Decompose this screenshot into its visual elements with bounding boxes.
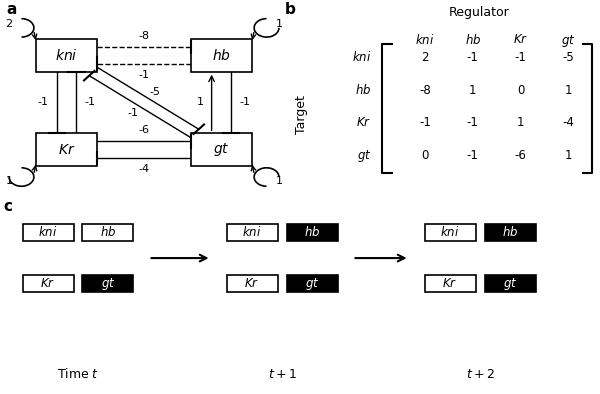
- Text: Target: Target: [295, 95, 308, 134]
- Text: -6: -6: [515, 149, 526, 162]
- Text: -1: -1: [85, 97, 95, 108]
- Bar: [287, 275, 337, 292]
- Text: $\it{hb}$: $\it{hb}$: [502, 225, 518, 240]
- Text: $\it{Kr}$: $\it{Kr}$: [356, 117, 371, 129]
- Bar: [227, 224, 277, 241]
- Bar: [82, 275, 133, 292]
- Text: $\it{kni}$: $\it{kni}$: [440, 225, 460, 240]
- Text: 1: 1: [275, 176, 283, 186]
- Text: 2: 2: [421, 51, 429, 64]
- Text: $\it{hb}$: $\it{hb}$: [464, 33, 481, 47]
- Text: $t + 1$: $t + 1$: [268, 368, 296, 381]
- Text: $\it{gt}$: $\it{gt}$: [305, 276, 319, 292]
- Text: b: b: [285, 2, 296, 17]
- Text: 1: 1: [517, 117, 524, 129]
- Text: $\it{hb}$: $\it{hb}$: [100, 225, 116, 240]
- Bar: [23, 275, 74, 292]
- Bar: [485, 224, 536, 241]
- Text: -4: -4: [562, 117, 574, 129]
- Text: $\it{Kr}$: $\it{Kr}$: [244, 277, 260, 290]
- Bar: [82, 224, 133, 241]
- Text: -1: -1: [127, 108, 138, 118]
- Text: -6: -6: [139, 125, 149, 135]
- Bar: [37, 133, 97, 166]
- Text: 1: 1: [469, 84, 476, 97]
- Text: $\it{kni}$: $\it{kni}$: [415, 33, 435, 47]
- Text: 1: 1: [565, 84, 572, 97]
- Text: Time $t$: Time $t$: [57, 367, 99, 381]
- Text: 1: 1: [196, 97, 203, 108]
- Bar: [37, 39, 97, 72]
- Bar: [227, 275, 277, 292]
- Text: -8: -8: [139, 31, 149, 41]
- Bar: [425, 275, 476, 292]
- Text: 0: 0: [517, 84, 524, 97]
- Text: -8: -8: [419, 84, 431, 97]
- Text: -5: -5: [150, 87, 161, 97]
- Text: $\it{kni}$: $\it{kni}$: [55, 48, 78, 63]
- Text: $\it{hb}$: $\it{hb}$: [304, 225, 320, 240]
- Text: 0: 0: [421, 149, 429, 162]
- Text: Regulator: Regulator: [449, 6, 509, 19]
- Text: $\it{kni}$: $\it{kni}$: [352, 50, 371, 64]
- Bar: [425, 224, 476, 241]
- Bar: [287, 224, 337, 241]
- Text: $\it{kni}$: $\it{kni}$: [38, 225, 58, 240]
- Text: -1: -1: [515, 51, 526, 64]
- Text: $\it{kni}$: $\it{kni}$: [242, 225, 262, 240]
- Bar: [23, 224, 74, 241]
- Text: -1: -1: [38, 97, 49, 108]
- Text: a: a: [6, 2, 16, 17]
- Text: $\it{hb}$: $\it{hb}$: [355, 83, 371, 97]
- Text: $\it{gt}$: $\it{gt}$: [101, 276, 115, 292]
- Text: 1: 1: [565, 149, 572, 162]
- Text: -1: -1: [467, 51, 479, 64]
- Text: $\it{hb}$: $\it{hb}$: [212, 48, 231, 63]
- Text: -4: -4: [139, 164, 149, 174]
- Text: -1: -1: [139, 70, 149, 80]
- Text: -5: -5: [562, 51, 574, 64]
- Text: $\it{gt}$: $\it{gt}$: [561, 33, 575, 49]
- Bar: [191, 133, 251, 166]
- Text: -1: -1: [419, 117, 431, 129]
- Text: $\it{Kr}$: $\it{Kr}$: [442, 277, 458, 290]
- Text: 2: 2: [5, 19, 13, 29]
- Text: $\it{Kr}$: $\it{Kr}$: [513, 33, 528, 46]
- Text: $\it{gt}$: $\it{gt}$: [503, 276, 517, 292]
- Text: $\it{gt}$: $\it{gt}$: [213, 141, 230, 158]
- Text: -1: -1: [239, 97, 250, 108]
- Text: -1: -1: [467, 117, 479, 129]
- Text: 1: 1: [275, 19, 283, 29]
- Text: $\it{Kr}$: $\it{Kr}$: [40, 277, 56, 290]
- Text: $\it{Kr}$: $\it{Kr}$: [58, 143, 76, 156]
- Text: -1: -1: [467, 149, 479, 162]
- Text: $\it{gt}$: $\it{gt}$: [356, 148, 371, 164]
- Text: $t + 2$: $t + 2$: [466, 368, 494, 381]
- Bar: [191, 39, 251, 72]
- Text: 1: 1: [5, 176, 13, 186]
- Bar: [485, 275, 536, 292]
- Text: c: c: [3, 199, 12, 214]
